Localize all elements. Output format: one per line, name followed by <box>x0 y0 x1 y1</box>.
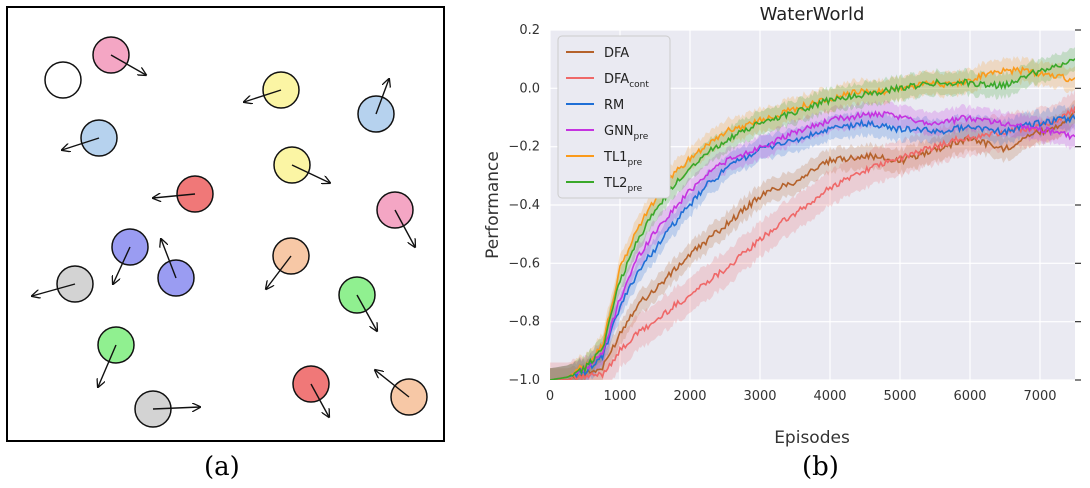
line-rm <box>550 114 1075 380</box>
ball-11 <box>266 237 310 289</box>
velocity-arrow <box>110 54 146 75</box>
x-axis-label: Episodes <box>774 428 850 448</box>
ball-1 <box>92 36 146 75</box>
x-tick-label: 5000 <box>883 389 916 404</box>
legend-box <box>557 35 671 199</box>
y-tick-label: 0.0 <box>519 81 540 96</box>
ball-3 <box>153 175 214 213</box>
x-tick-label: 6000 <box>953 389 986 404</box>
velocity-arrow <box>113 246 131 284</box>
legend-entry: DFA <box>604 46 629 61</box>
x-tick-label: 7000 <box>1023 389 1056 404</box>
x-tick-label: 2000 <box>673 389 706 404</box>
velocity-arrow <box>161 239 177 279</box>
ball-7 <box>98 326 135 387</box>
velocity-arrow <box>98 344 117 387</box>
velocity-arrow <box>62 137 100 150</box>
velocity-arrow <box>291 164 330 183</box>
x-tick-label: 3000 <box>743 389 776 404</box>
ball-circle <box>44 61 82 99</box>
velocity-arrow <box>310 383 329 417</box>
line-gnn-pre <box>550 110 1075 380</box>
y-axis-label: Performance <box>483 151 503 259</box>
environment-canvas <box>8 36 428 428</box>
ball-9 <box>244 71 300 109</box>
velocity-arrow <box>32 283 76 296</box>
performance-chart: 0 1000 2000 3000 4000 5000 6000 7000 −1.0 −0.8 −0.… <box>483 4 1081 448</box>
ball-2 <box>62 119 118 157</box>
ball-13 <box>357 79 395 133</box>
y-tick-label: −0.6 <box>508 256 540 271</box>
ball-15 <box>338 276 377 331</box>
line-tl1-pre <box>550 65 1075 380</box>
ball-4 <box>111 228 149 284</box>
y-tick-label: −0.8 <box>508 315 540 330</box>
velocity-arrow <box>244 89 282 102</box>
line-dfa-cont <box>550 106 1075 380</box>
y-tick-label: −0.2 <box>508 140 540 155</box>
velocity-arrow <box>152 407 200 409</box>
velocity-arrow <box>375 79 389 115</box>
line-dfa <box>550 111 1075 380</box>
ball-8 <box>134 390 200 428</box>
x-tick-label: 1000 <box>603 389 636 404</box>
ball-10 <box>273 146 330 183</box>
caption-b: (b) <box>802 452 839 482</box>
velocity-arrow <box>394 209 415 247</box>
ball-6 <box>32 265 94 303</box>
velocity-arrow <box>375 370 410 398</box>
velocity-arrow <box>266 255 292 289</box>
x-tick-label: 0 <box>546 389 554 404</box>
ball-5 <box>157 239 195 297</box>
velocity-arrow <box>153 194 196 198</box>
y-tick-label: −1.0 <box>508 373 540 388</box>
ball-0 <box>44 61 82 99</box>
chart-title: WaterWorld <box>760 4 865 25</box>
y-tick-label: −0.4 <box>508 198 540 213</box>
axis-ticks: 0 1000 2000 3000 4000 5000 6000 7000 −1.0 −0.8 −0.… <box>508 23 1081 404</box>
line-tl2-pre <box>550 58 1075 380</box>
caption-a: (a) <box>204 452 240 482</box>
ball-12 <box>292 365 329 417</box>
waterworld-environment-panel <box>6 6 445 442</box>
band-dfa-cont <box>550 89 1075 380</box>
ball-14 <box>376 191 415 247</box>
series-lines <box>550 58 1075 380</box>
legend-entry: RM <box>604 98 624 113</box>
y-tick-label: 0.2 <box>519 23 540 38</box>
velocity-arrow <box>356 294 377 331</box>
x-tick-label: 4000 <box>813 389 846 404</box>
ball-16 <box>375 370 428 416</box>
